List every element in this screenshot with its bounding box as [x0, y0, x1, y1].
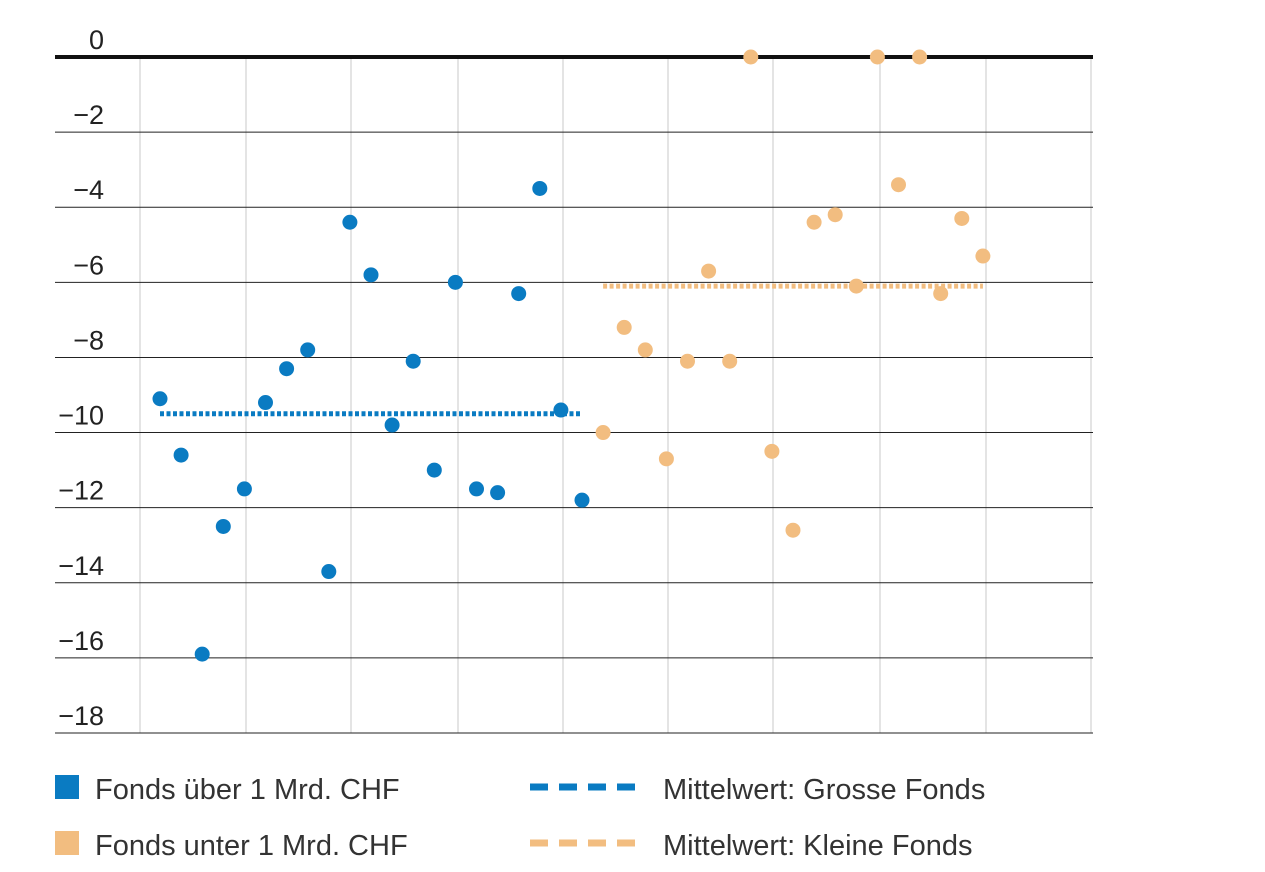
point-small-fund [743, 49, 759, 65]
point-large-fund [553, 402, 569, 418]
y-axis-ticks: 0 −2 −4 −6 −8 −10 −12 −14 −16 −18 [58, 25, 104, 731]
point-large-fund [236, 481, 252, 497]
point-large-fund [511, 286, 527, 302]
point-small-fund [848, 278, 864, 294]
point-small-fund [933, 286, 949, 302]
point-large-fund [469, 481, 484, 497]
point-small-fund [869, 49, 885, 65]
point-small-fund [637, 342, 653, 358]
y-tick-label: −6 [73, 250, 104, 280]
point-small-fund [785, 522, 801, 538]
point-small-fund [891, 177, 906, 193]
point-small-fund [680, 353, 695, 369]
point-small-fund [764, 443, 780, 459]
grid [55, 55, 1093, 734]
y-tick-label: −10 [58, 401, 104, 431]
point-large-fund [384, 417, 400, 433]
legend: Fonds über 1 Mrd. CHF Fonds unter 1 Mrd.… [55, 774, 985, 862]
point-small-fund [827, 207, 843, 223]
point-large-fund [173, 447, 189, 463]
legend-swatch-large-funds [55, 775, 79, 799]
point-small-fund [595, 425, 611, 441]
legend-label-large-funds: Fonds über 1 Mrd. CHF [95, 774, 400, 806]
point-large-fund [426, 462, 442, 478]
point-large-fund [532, 180, 548, 196]
legend-label-small-funds: Fonds unter 1 Mrd. CHF [95, 830, 408, 862]
point-small-fund [658, 451, 674, 467]
y-tick-label: −12 [58, 476, 104, 506]
y-tick-label: −8 [73, 325, 104, 355]
point-large-fund [152, 391, 168, 407]
point-large-fund [194, 646, 210, 662]
point-large-fund [490, 485, 506, 501]
point-large-fund [405, 353, 421, 369]
legend-label-mean-small-funds: Mittelwert: Kleine Fonds [663, 830, 972, 862]
point-large-fund [215, 518, 231, 534]
point-small-fund [722, 353, 738, 369]
point-large-fund [342, 214, 358, 230]
point-large-fund [574, 492, 590, 508]
point-small-fund [806, 214, 822, 230]
data-points [152, 49, 991, 662]
y-tick-label: −18 [58, 701, 104, 731]
y-tick-label: 0 [89, 25, 104, 55]
point-large-fund [258, 395, 273, 411]
point-small-fund [616, 319, 632, 335]
point-large-fund [321, 564, 337, 580]
y-tick-label: −14 [58, 551, 104, 581]
point-large-fund [279, 361, 295, 377]
point-small-fund [954, 210, 970, 226]
legend-label-mean-large-funds: Mittelwert: Grosse Fonds [663, 774, 985, 806]
y-tick-label: −16 [58, 626, 104, 656]
y-tick-label: −4 [73, 175, 104, 205]
point-large-fund [300, 342, 316, 358]
point-small-fund [975, 248, 991, 264]
point-small-fund [701, 263, 717, 279]
mean-lines [160, 283, 983, 417]
point-small-fund [912, 49, 928, 65]
point-large-fund [363, 267, 379, 283]
legend-swatch-small-funds [55, 831, 79, 855]
point-large-fund [447, 274, 463, 290]
y-tick-label: −2 [73, 100, 104, 130]
